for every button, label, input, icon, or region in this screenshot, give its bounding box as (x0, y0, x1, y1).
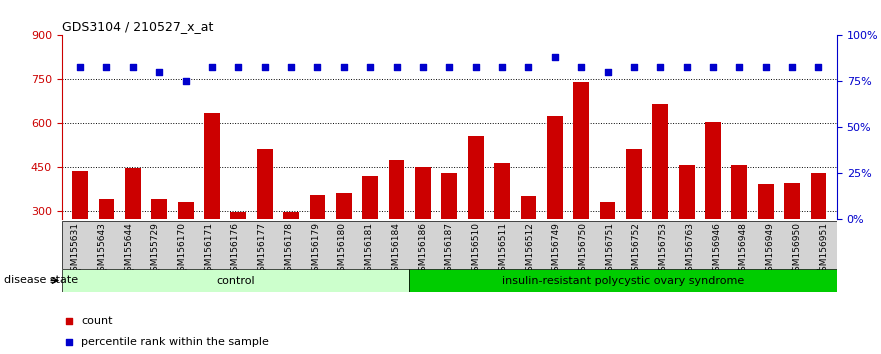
Bar (283, 212, 299, 298)
Point (310, 64, 324, 69)
Text: GSM156949: GSM156949 (766, 222, 774, 277)
Text: GSM155631: GSM155631 (70, 222, 79, 277)
Bar (125, 169, 141, 298)
Text: disease state: disease state (4, 275, 78, 285)
Text: GSM156176: GSM156176 (231, 222, 240, 277)
Point (205, 64, 219, 69)
Text: GSM156753: GSM156753 (659, 222, 668, 277)
FancyBboxPatch shape (62, 221, 837, 269)
Bar (72, 171, 88, 298)
Text: GSM156177: GSM156177 (257, 222, 267, 277)
Text: GSM156751: GSM156751 (605, 222, 614, 277)
Point (469, 64, 483, 69)
Point (627, 64, 641, 69)
Point (601, 69, 615, 75)
Point (522, 64, 536, 69)
Text: GSM156180: GSM156180 (338, 222, 347, 277)
Bar (678, 165, 694, 298)
Text: GSM155644: GSM155644 (124, 222, 133, 277)
Point (257, 64, 271, 69)
Bar (600, 202, 616, 298)
Point (574, 64, 589, 69)
Bar (494, 162, 510, 298)
Bar (441, 173, 457, 298)
Text: control: control (216, 275, 255, 286)
Point (363, 64, 377, 69)
Text: GSM156179: GSM156179 (311, 222, 320, 277)
Text: GSM155729: GSM155729 (151, 222, 159, 277)
FancyBboxPatch shape (62, 269, 409, 292)
Text: GSM156178: GSM156178 (285, 222, 293, 277)
Text: GSM156752: GSM156752 (632, 222, 641, 277)
Bar (652, 104, 668, 298)
Text: GSM156950: GSM156950 (792, 222, 802, 277)
Text: GSM156951: GSM156951 (819, 222, 828, 277)
Point (126, 64, 140, 69)
Point (442, 64, 456, 69)
Bar (547, 116, 563, 298)
Text: GSM156511: GSM156511 (499, 222, 507, 277)
Bar (574, 82, 589, 298)
Point (706, 64, 720, 69)
Bar (811, 173, 826, 298)
Bar (626, 149, 642, 298)
Text: percentile rank within the sample: percentile rank within the sample (81, 337, 269, 347)
Point (811, 64, 825, 69)
Point (785, 64, 799, 69)
Text: GSM155643: GSM155643 (97, 222, 107, 277)
Bar (231, 212, 247, 298)
Text: insulin-resistant polycystic ovary syndrome: insulin-resistant polycystic ovary syndr… (502, 275, 744, 286)
Bar (152, 199, 167, 298)
Bar (468, 136, 484, 298)
Point (152, 69, 167, 75)
Text: GSM156184: GSM156184 (391, 222, 400, 277)
Point (73, 64, 87, 69)
Point (548, 55, 562, 60)
Text: GSM156187: GSM156187 (445, 222, 454, 277)
Text: GDS3104 / 210527_x_at: GDS3104 / 210527_x_at (62, 20, 213, 33)
Bar (178, 202, 194, 298)
Bar (415, 167, 431, 298)
Point (337, 64, 351, 69)
Point (732, 64, 746, 69)
Point (653, 64, 667, 69)
Text: GSM156170: GSM156170 (177, 222, 187, 277)
Point (179, 79, 193, 84)
Text: GSM156763: GSM156763 (685, 222, 694, 277)
Bar (99, 199, 115, 298)
Bar (705, 121, 721, 298)
Point (100, 64, 114, 69)
Bar (731, 165, 747, 298)
Text: GSM156948: GSM156948 (739, 222, 748, 277)
Text: GSM156750: GSM156750 (579, 222, 588, 277)
Bar (204, 113, 220, 298)
Point (495, 64, 509, 69)
Text: GSM156512: GSM156512 (525, 222, 534, 277)
Point (513, 56, 527, 62)
Text: GSM156946: GSM156946 (712, 222, 722, 277)
Text: GSM156181: GSM156181 (365, 222, 374, 277)
Point (759, 64, 773, 69)
Point (416, 64, 430, 69)
Text: GSM156171: GSM156171 (204, 222, 213, 277)
Bar (336, 193, 352, 298)
FancyBboxPatch shape (409, 269, 837, 292)
Bar (758, 184, 774, 298)
Bar (521, 196, 537, 298)
Bar (389, 160, 404, 298)
Point (389, 64, 403, 69)
Text: GSM156186: GSM156186 (418, 222, 427, 277)
Point (232, 64, 246, 69)
Text: count: count (81, 316, 113, 326)
Point (284, 64, 298, 69)
Bar (784, 183, 800, 298)
Text: GSM156749: GSM156749 (552, 222, 560, 277)
Bar (362, 176, 378, 298)
Text: GSM156510: GSM156510 (471, 222, 480, 277)
Bar (256, 149, 272, 298)
Point (513, 249, 527, 255)
Point (679, 64, 693, 69)
Bar (309, 195, 325, 298)
